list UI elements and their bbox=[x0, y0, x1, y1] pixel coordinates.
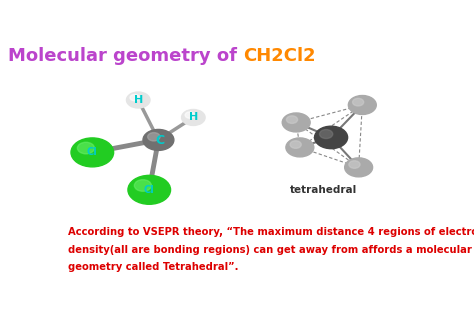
Circle shape bbox=[130, 94, 139, 101]
Circle shape bbox=[315, 126, 347, 149]
Text: Cl: Cl bbox=[87, 147, 98, 157]
Text: Cl: Cl bbox=[144, 185, 155, 195]
Circle shape bbox=[319, 130, 333, 139]
Circle shape bbox=[348, 96, 376, 114]
Text: tetrahedral: tetrahedral bbox=[290, 185, 357, 195]
Text: H: H bbox=[189, 112, 198, 122]
Circle shape bbox=[345, 158, 373, 177]
Circle shape bbox=[182, 110, 205, 125]
Text: geometry called Tetrahedral”.: geometry called Tetrahedral”. bbox=[68, 262, 239, 272]
Circle shape bbox=[147, 133, 160, 141]
Circle shape bbox=[286, 138, 314, 157]
Circle shape bbox=[77, 142, 94, 154]
Circle shape bbox=[185, 112, 194, 118]
Circle shape bbox=[286, 116, 298, 123]
Circle shape bbox=[128, 175, 171, 204]
Circle shape bbox=[290, 141, 301, 148]
Circle shape bbox=[353, 98, 364, 106]
Text: H: H bbox=[134, 95, 143, 105]
Circle shape bbox=[143, 130, 174, 150]
Text: CH2Cl2: CH2Cl2 bbox=[243, 47, 316, 65]
Circle shape bbox=[349, 161, 360, 168]
Text: According to VSEPR theory, “The maximum distance 4 regions of electron: According to VSEPR theory, “The maximum … bbox=[68, 227, 474, 237]
Circle shape bbox=[134, 180, 151, 191]
Text: Molecular geometry of: Molecular geometry of bbox=[8, 47, 243, 65]
Text: density(all are bonding regions) can get away from affords a molecular: density(all are bonding regions) can get… bbox=[68, 245, 472, 255]
Circle shape bbox=[71, 138, 114, 167]
Text: C: C bbox=[155, 134, 164, 147]
Circle shape bbox=[282, 113, 310, 132]
Circle shape bbox=[127, 92, 150, 108]
